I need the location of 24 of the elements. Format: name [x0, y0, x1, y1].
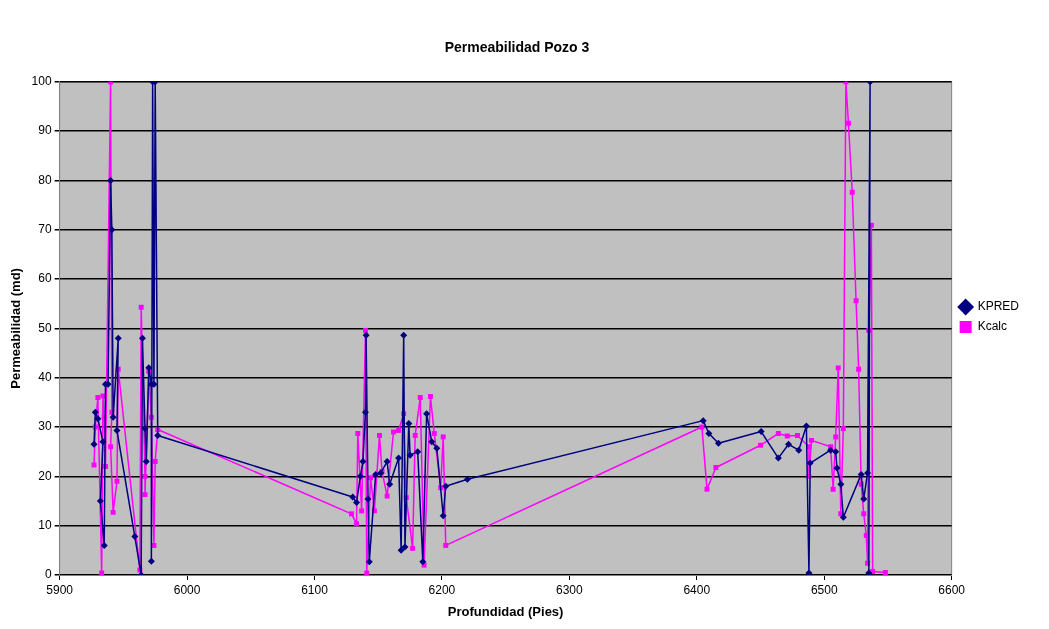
- y-tick-label: 70: [38, 222, 52, 237]
- x-tick-label: 6100: [301, 582, 329, 597]
- y-tick-label: 60: [38, 271, 52, 286]
- x-axis-title: Profundidad (Pies): [447, 603, 564, 619]
- y-tick-label: 10: [38, 517, 52, 532]
- legend-label: Kcalc: [977, 319, 1007, 334]
- x-tick-label: 6500: [810, 582, 838, 597]
- x-tick-label: 6300: [556, 582, 584, 597]
- x-tick-label: 6000: [173, 582, 201, 597]
- x-tick-label: 6200: [428, 582, 456, 597]
- chart-title: Permeabilidad Pozo 3: [444, 39, 590, 56]
- y-tick-label: 30: [38, 419, 52, 434]
- x-tick-label: 5900: [46, 582, 74, 597]
- y-tick-label: 0: [44, 567, 52, 582]
- y-tick-label: 80: [38, 172, 52, 187]
- x-tick-label: 6400: [683, 582, 711, 597]
- y-tick-label: 100: [31, 74, 52, 89]
- y-tick-label: 20: [38, 468, 52, 483]
- legend-label: KPRED: [977, 299, 1020, 314]
- y-tick-label: 50: [38, 320, 52, 335]
- x-tick-label: 6600: [938, 582, 966, 597]
- y-tick-label: 40: [38, 370, 52, 385]
- y-axis-title: Permeabilidad (md): [8, 268, 24, 389]
- y-tick-label: 90: [38, 123, 52, 138]
